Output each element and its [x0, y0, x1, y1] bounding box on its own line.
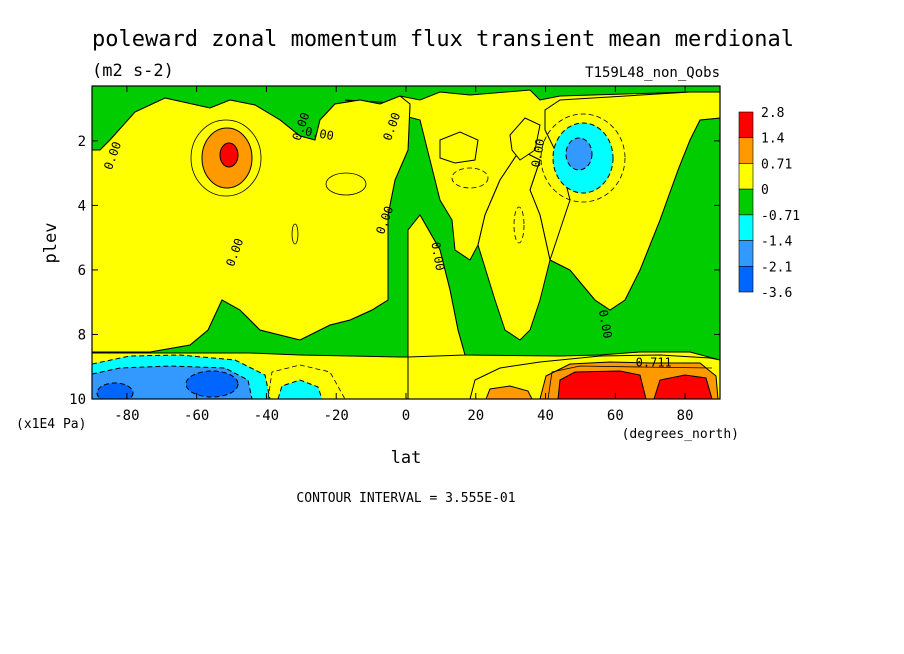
min-region-outer	[540, 113, 626, 203]
chart-title: poleward zonal momentum flux transient m…	[92, 27, 794, 52]
colorbar-swatch	[738, 240, 754, 267]
y-axis-label: plev	[41, 223, 61, 264]
y-tick-label: 8	[78, 327, 86, 343]
small-contour-3	[513, 206, 525, 244]
small-contour-2	[291, 223, 299, 245]
y-axis: 2 4 6 8 10	[69, 134, 720, 408]
colorbar-label: 2.8	[761, 106, 784, 121]
x-tick-label: -80	[114, 408, 139, 424]
max-region-inner	[219, 142, 239, 168]
bottom-negative-core-2	[96, 382, 134, 399]
x-tick-label: -40	[254, 408, 279, 424]
colorbar-swatch	[738, 111, 754, 139]
x-tick-label: 80	[677, 408, 694, 424]
y-tick-label: 4	[78, 198, 86, 214]
min-region-inner	[565, 137, 593, 171]
colorbar-label: 0.71	[761, 157, 792, 172]
colorbar-swatch	[738, 214, 754, 241]
colorbar-swatch	[738, 137, 754, 164]
chart-units: (m2 s-2)	[92, 61, 174, 81]
bottom-positive-core-1	[557, 370, 647, 399]
x-tick-label: 60	[607, 408, 624, 424]
field-positive-small-top-2	[509, 117, 541, 161]
colorbar-swatch	[738, 188, 754, 216]
small-contour-1	[325, 172, 367, 196]
max-region-outer	[190, 119, 262, 197]
x-tick-label: 40	[537, 408, 554, 424]
bottom-negative-core-1	[185, 370, 239, 398]
bottom-positive-mid	[485, 385, 533, 399]
x-axis-units: (degrees_north)	[622, 427, 739, 442]
contour-label: 0.00	[596, 309, 615, 340]
field-positive-pocket-central	[407, 214, 466, 358]
field-positive-small-top	[439, 131, 479, 164]
plot-area	[92, 86, 720, 399]
bottom-positive-contour	[547, 365, 713, 399]
x-axis-label: lat	[391, 448, 422, 468]
contour-interval: CONTOUR INTERVAL = 3.555E-01	[296, 491, 515, 506]
colorbar-label: -1.4	[761, 235, 792, 250]
contour-label: 0.00	[304, 124, 335, 143]
x-tick-label: 20	[467, 408, 484, 424]
colorbar-label: -2.1	[761, 260, 792, 275]
y-axis-units: (x1E4 Pa)	[16, 417, 86, 432]
dataset-label: T159L48_non_Qobs	[585, 65, 720, 81]
x-axis: -80 -60 -40 -20 0 20 40 60 80	[114, 86, 694, 424]
colorbar-label: -3.6	[761, 286, 792, 301]
contour-label: 0.00	[428, 241, 447, 272]
field-positive-strip-east	[477, 149, 551, 341]
small-contour-4	[451, 167, 489, 189]
colorbar-swatch	[738, 265, 754, 293]
bottom-negative-east-outline	[267, 364, 346, 399]
colorbar-swatch	[738, 163, 754, 190]
field-positive-pocket-west	[92, 95, 411, 353]
x-tick-label: -60	[184, 408, 209, 424]
y-tick-label: 6	[78, 263, 86, 279]
contour-label: 0.00	[529, 138, 548, 169]
bottom-positive-core-2	[653, 374, 713, 399]
colorbar-label: 0	[761, 183, 769, 198]
x-tick-label: -20	[324, 408, 349, 424]
colorbar-label: 1.4	[761, 132, 785, 147]
y-tick-label: 2	[78, 134, 86, 150]
colorbar: 2.8 1.4 0.71 0 -0.71 -1.4 -2.1 -3.6	[738, 106, 800, 301]
contour-label: 0.711	[636, 356, 672, 370]
x-tick-label: 0	[402, 408, 410, 424]
colorbar-label: -0.71	[761, 209, 800, 224]
y-tick-label: 10	[69, 392, 86, 408]
bottom-negative-east	[277, 379, 323, 399]
